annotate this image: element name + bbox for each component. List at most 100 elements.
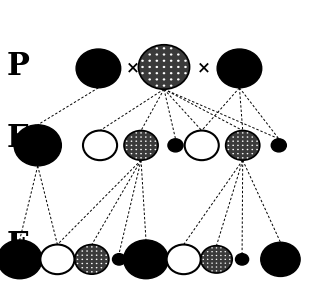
Circle shape	[131, 149, 133, 150]
Circle shape	[140, 132, 142, 134]
Circle shape	[224, 259, 226, 260]
Circle shape	[140, 136, 142, 138]
Circle shape	[211, 270, 213, 272]
Circle shape	[91, 246, 93, 248]
Circle shape	[242, 136, 244, 138]
Circle shape	[135, 136, 137, 138]
Circle shape	[141, 72, 144, 74]
Circle shape	[154, 149, 156, 150]
Circle shape	[145, 141, 147, 142]
Text: F: F	[7, 230, 28, 260]
Circle shape	[217, 49, 262, 88]
Text: ×: ×	[197, 59, 211, 76]
Circle shape	[113, 254, 126, 265]
Text: ×: ×	[126, 59, 140, 76]
Circle shape	[224, 262, 226, 264]
Circle shape	[247, 144, 248, 146]
Circle shape	[236, 254, 249, 265]
Circle shape	[96, 246, 97, 248]
Circle shape	[131, 136, 133, 138]
Circle shape	[135, 144, 137, 146]
Circle shape	[216, 247, 217, 249]
Circle shape	[86, 246, 88, 248]
Circle shape	[154, 141, 156, 142]
Circle shape	[220, 262, 222, 264]
Circle shape	[247, 157, 248, 158]
Circle shape	[138, 45, 190, 89]
Circle shape	[211, 266, 213, 268]
Circle shape	[237, 144, 239, 146]
Circle shape	[148, 72, 151, 74]
Circle shape	[140, 153, 142, 154]
Circle shape	[141, 66, 144, 68]
Circle shape	[232, 153, 234, 154]
Circle shape	[148, 53, 151, 56]
Circle shape	[100, 267, 102, 268]
Circle shape	[237, 141, 239, 142]
Circle shape	[242, 141, 244, 142]
Circle shape	[170, 60, 173, 62]
Circle shape	[251, 149, 253, 150]
Circle shape	[167, 245, 201, 274]
Circle shape	[154, 144, 156, 146]
Circle shape	[91, 258, 93, 260]
Circle shape	[105, 255, 107, 256]
Circle shape	[256, 149, 258, 150]
Circle shape	[261, 242, 300, 276]
Circle shape	[96, 258, 97, 260]
Circle shape	[163, 47, 165, 49]
Circle shape	[105, 263, 107, 264]
Circle shape	[229, 259, 231, 260]
Circle shape	[86, 255, 88, 256]
Circle shape	[155, 47, 158, 49]
Circle shape	[86, 271, 88, 272]
Circle shape	[135, 141, 137, 142]
Circle shape	[124, 240, 168, 279]
Circle shape	[220, 255, 222, 256]
Circle shape	[14, 125, 61, 166]
Circle shape	[202, 259, 204, 260]
Circle shape	[177, 60, 180, 62]
Circle shape	[81, 258, 83, 260]
Circle shape	[145, 157, 147, 158]
Circle shape	[202, 262, 204, 264]
Circle shape	[237, 149, 239, 150]
Circle shape	[86, 250, 88, 252]
Circle shape	[177, 72, 180, 74]
Circle shape	[163, 78, 165, 81]
Circle shape	[216, 270, 217, 272]
Circle shape	[247, 132, 248, 134]
Circle shape	[86, 263, 88, 264]
Circle shape	[216, 262, 217, 264]
Circle shape	[224, 251, 226, 253]
Circle shape	[150, 141, 152, 142]
Circle shape	[145, 144, 147, 146]
Circle shape	[76, 49, 121, 88]
Circle shape	[96, 267, 97, 268]
Circle shape	[145, 153, 147, 154]
Circle shape	[242, 132, 244, 134]
Circle shape	[81, 263, 83, 264]
Circle shape	[155, 78, 158, 81]
Circle shape	[96, 250, 97, 252]
Circle shape	[207, 266, 209, 268]
Text: 2: 2	[30, 251, 38, 265]
Circle shape	[251, 144, 253, 146]
Circle shape	[135, 153, 137, 154]
Circle shape	[170, 85, 173, 87]
Circle shape	[216, 259, 217, 260]
Circle shape	[201, 246, 232, 273]
Circle shape	[228, 149, 229, 150]
Circle shape	[155, 66, 158, 68]
Circle shape	[226, 131, 260, 160]
Text: 1: 1	[30, 148, 38, 162]
Circle shape	[124, 131, 158, 160]
Circle shape	[86, 258, 88, 260]
Circle shape	[81, 250, 83, 252]
Circle shape	[96, 255, 97, 256]
Circle shape	[177, 66, 180, 68]
Circle shape	[170, 53, 173, 56]
Circle shape	[148, 66, 151, 68]
Circle shape	[150, 144, 152, 146]
Circle shape	[155, 72, 158, 74]
